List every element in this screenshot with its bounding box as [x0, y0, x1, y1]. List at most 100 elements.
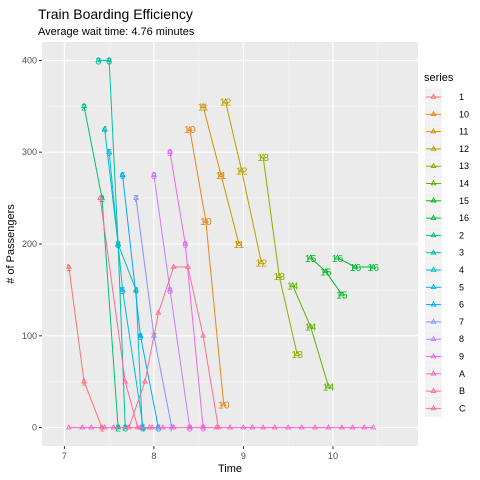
- series-line-C: [128, 266, 219, 428]
- data-label: 5: [106, 147, 112, 159]
- legend-item-B: B: [425, 382, 465, 400]
- data-label: 15: [320, 267, 332, 279]
- series-C: [125, 263, 222, 430]
- data-label: 8: [151, 170, 157, 182]
- data-point: [312, 424, 319, 430]
- legend-key-marker: [430, 283, 437, 290]
- data-label: 12: [220, 97, 232, 109]
- data-point: [122, 424, 129, 430]
- legend-label: 9: [459, 352, 464, 362]
- data-point: [322, 268, 329, 274]
- data-point: [125, 424, 132, 430]
- series-line-3: [98, 59, 126, 428]
- data-point: [220, 401, 227, 407]
- series-layer: 1111010101111111212121313131414141515151…: [65, 55, 380, 435]
- data-point: [325, 382, 332, 389]
- data-label: 12: [236, 166, 248, 178]
- data-point: [202, 217, 209, 223]
- data-label: 6: [155, 423, 161, 435]
- series-line-10: [189, 129, 225, 405]
- series-10: 10 10 10: [184, 124, 230, 411]
- legend-item-6: 6: [425, 296, 464, 314]
- data-point: [200, 424, 207, 430]
- legend-key-marker: [430, 404, 437, 411]
- x-axis-title: Time: [218, 463, 242, 475]
- x-tick-label: 7: [62, 451, 67, 461]
- data-point: [249, 424, 256, 430]
- data-point: [349, 424, 356, 430]
- series-line-B: [99, 198, 150, 429]
- data-point: [170, 263, 177, 269]
- data-point: [294, 350, 301, 356]
- data-label: 6: [138, 331, 144, 343]
- series-line-15: [310, 257, 343, 295]
- data-point: [184, 263, 191, 269]
- x-tick-label: 10: [328, 451, 338, 461]
- legend-item-13: 13: [425, 157, 469, 175]
- series-line-8: [153, 175, 191, 428]
- x-tick-label: 8: [151, 451, 156, 461]
- legend-label: 14: [459, 179, 469, 189]
- legend-key-marker: [430, 318, 437, 324]
- series-line-1: [68, 266, 103, 428]
- data-point: [370, 263, 377, 269]
- data-point: [79, 424, 86, 430]
- data-label: 13: [291, 349, 303, 361]
- data-point: [226, 424, 234, 430]
- legend-item-8: 8: [425, 330, 464, 348]
- data-label: 4: [133, 285, 139, 297]
- legend-key-marker: [430, 231, 437, 238]
- legend-label: C: [459, 403, 466, 413]
- legend: 1 10 11 12 13 14 15 16 2 3 4 5 6 7 8 9 ABC: [425, 88, 469, 417]
- data-point: [134, 424, 141, 430]
- x-tick-label: 9: [241, 451, 246, 461]
- data-point: [200, 332, 207, 338]
- data-point: [65, 263, 72, 269]
- legend-label: 7: [459, 317, 464, 327]
- data-label: 1: [66, 262, 72, 274]
- legend-item-3: 3: [425, 244, 464, 262]
- data-label: 16: [332, 253, 344, 265]
- series-line-16: [337, 257, 374, 268]
- legend-key-marker: [430, 93, 437, 99]
- data-point: [122, 378, 129, 384]
- data-label: 16: [367, 262, 379, 274]
- data-point: [186, 125, 193, 131]
- data-point: [95, 56, 102, 63]
- y-tick-label: 200: [22, 239, 37, 249]
- series-line-5: [108, 152, 144, 428]
- data-label: 7: [133, 193, 139, 205]
- legend-item-12: 12: [425, 140, 469, 158]
- series-line-9: [169, 152, 204, 428]
- y-tick-label: 300: [22, 147, 37, 157]
- data-point: [325, 424, 332, 430]
- data-point: [132, 194, 140, 200]
- legend-key-marker: [430, 249, 437, 255]
- series-B: [97, 194, 153, 430]
- legend-key-marker: [430, 180, 437, 186]
- legend-item-15: 15: [425, 192, 469, 210]
- series-6: 6 6 6: [119, 170, 161, 435]
- data-point: [106, 56, 113, 63]
- series-line-13: [262, 156, 298, 355]
- data-label: 11: [216, 170, 227, 182]
- data-point: [88, 424, 95, 430]
- y-tick-label: 100: [22, 331, 37, 341]
- legend-key-marker: [430, 266, 437, 272]
- data-point: [307, 323, 314, 329]
- legend-item-11: 11: [425, 123, 468, 141]
- series-12: 12 12 12: [220, 97, 268, 270]
- series-16: 16 16 16: [332, 253, 380, 274]
- series-line-11: [202, 106, 240, 245]
- data-point: [222, 98, 229, 104]
- data-label: 11: [233, 239, 244, 251]
- data-point: [258, 258, 265, 265]
- legend-label: 12: [459, 144, 469, 154]
- legend-item-C: C: [425, 399, 466, 417]
- legend-label: 8: [459, 334, 464, 344]
- legend-label: B: [459, 386, 465, 396]
- legend-item-A: A: [425, 365, 465, 383]
- legend-label: 5: [459, 282, 464, 292]
- data-point: [106, 148, 113, 154]
